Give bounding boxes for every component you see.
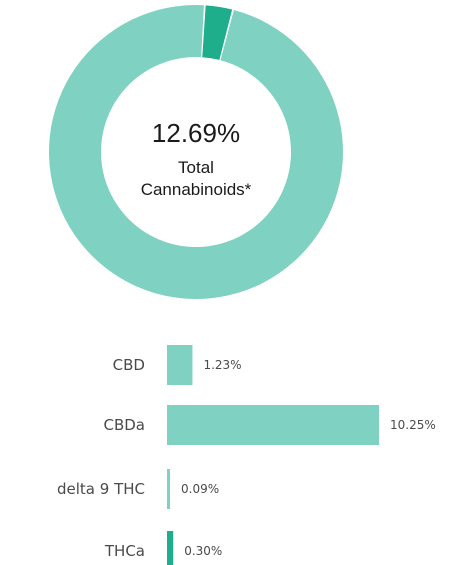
bar-cbda [167, 405, 379, 445]
donut-center-label-line2: Cannabinoids* [140, 180, 252, 199]
bar-delta-9-thc [167, 469, 170, 509]
total-cannabinoids-donut-chart [48, 4, 343, 300]
donut-center-label-line1: Total [178, 158, 214, 177]
bar-category-label: CBD [113, 356, 145, 374]
donut-slice-1 [202, 5, 233, 60]
bar-category-label: CBDa [103, 416, 145, 434]
bar-value-label: 0.09% [181, 482, 219, 496]
donut-center-value: 12.69% [151, 118, 241, 148]
bar-value-label: 10.25% [390, 418, 436, 432]
bar-category-label: THCa [104, 542, 145, 560]
bar-value-label: 0.30% [184, 544, 222, 558]
cannabinoid-bar-chart: CBD 1.23% CBDa 10.25% delta 9 THC 0.09% THCa 0.… [57, 345, 436, 565]
bar-category-label: delta 9 THC [57, 480, 145, 498]
donut-slice-0 [48, 4, 343, 300]
bar-cbd [167, 345, 193, 385]
bar-thca [167, 531, 174, 565]
bar-value-label: 1.23% [203, 358, 241, 372]
